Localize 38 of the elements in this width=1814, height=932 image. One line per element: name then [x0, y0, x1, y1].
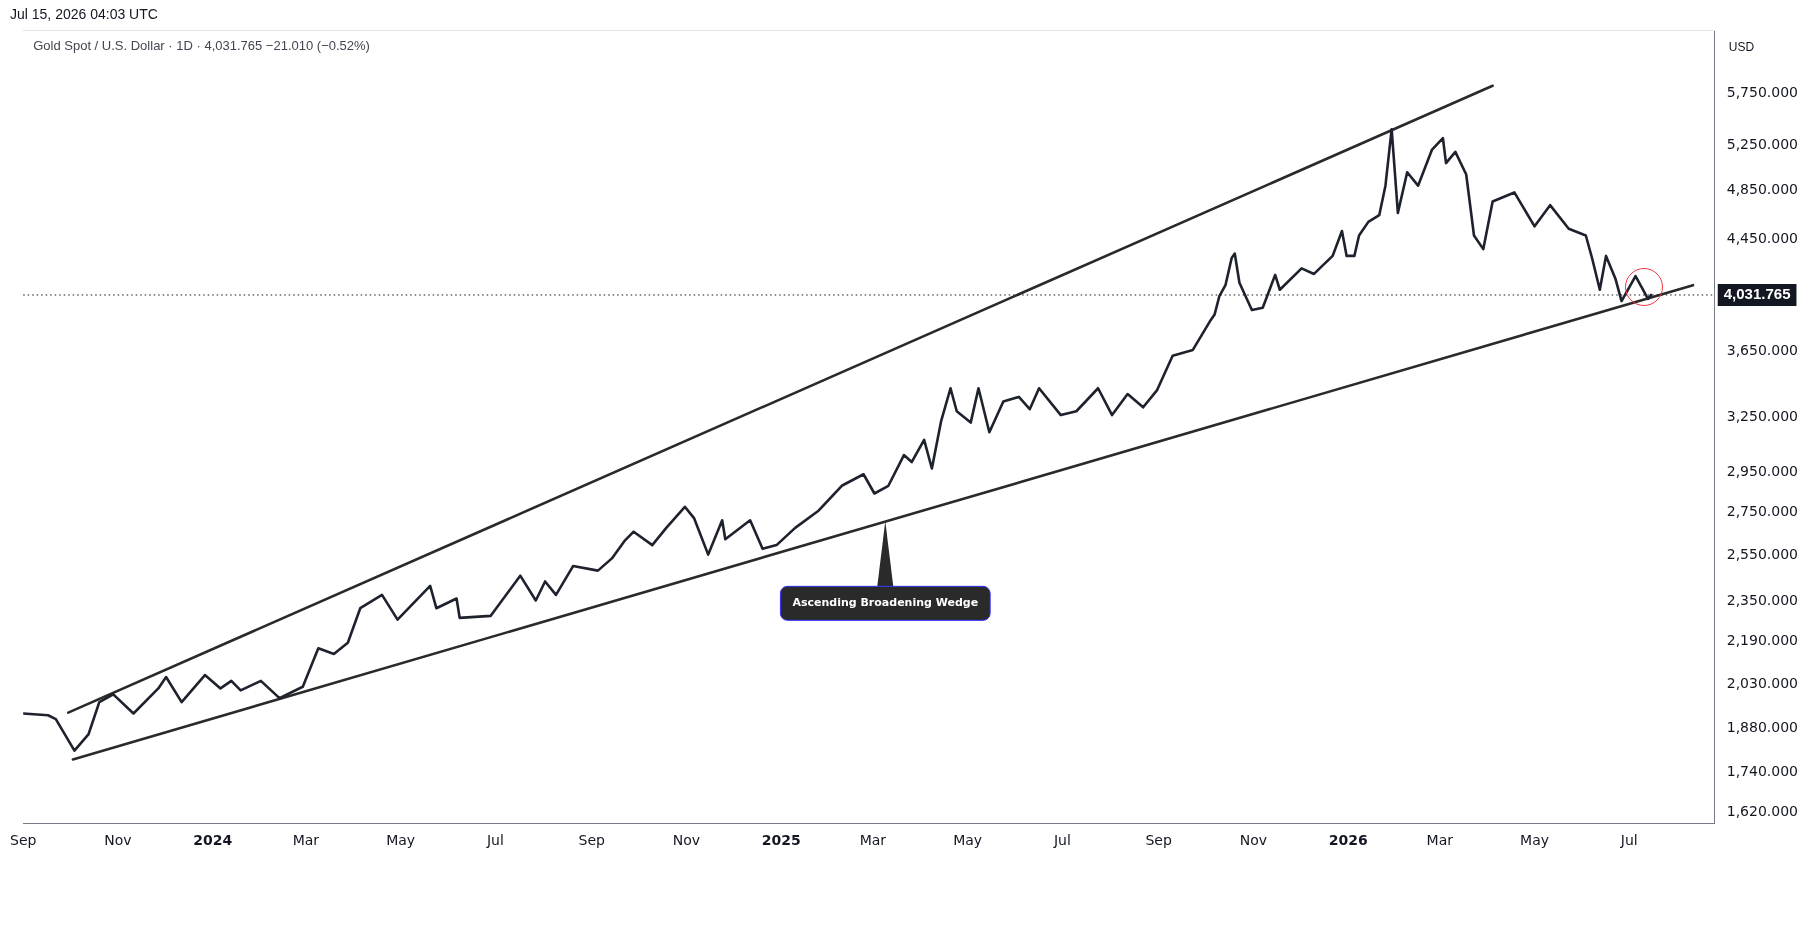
x-tick-label: May — [1520, 832, 1550, 849]
x-tick-label: May — [953, 832, 983, 849]
y-tick-label: 2,950.000 — [1726, 462, 1799, 479]
ref-line-label: 4,031.765 — [1723, 285, 1791, 303]
x-tick-label: Sep — [1145, 832, 1172, 849]
text: Gold Spot / U.S. Dollar · 1D · 4,031.765 −21.010 (−0.52%) — [33, 38, 370, 53]
x-tick-label: 2026 — [1328, 832, 1368, 849]
x-tick-label: May — [386, 832, 416, 849]
y-tick-label: 5,750.000 — [1726, 84, 1799, 101]
y-tick-label: 1,880.000 — [1726, 718, 1799, 735]
y-tick-label: 2,550.000 — [1726, 545, 1799, 562]
x-tick-label: Sep — [578, 832, 606, 849]
x-tick-label: 2024 — [193, 832, 233, 849]
y-tick-label: 4,850.000 — [1726, 180, 1799, 197]
x-tick-label: Sep — [10, 832, 37, 849]
x-tick-label: Mar — [292, 832, 320, 849]
x-tick-label: Mar — [859, 832, 887, 849]
x-tick-label: 2025 — [761, 832, 801, 849]
y-axis-title: USD — [1728, 40, 1755, 54]
annotation: Ascending Broadening Wedge — [792, 596, 979, 610]
y-tick-label: 1,620.000 — [1726, 803, 1799, 820]
text: Jul 15, 2026 04:03 UTC — [10, 6, 158, 22]
x-tick-label: Jul — [1052, 832, 1071, 849]
x-tick-label: Nov — [672, 832, 701, 849]
x-tick-label: Nov — [104, 832, 132, 849]
x-tick-label: Jul — [485, 832, 504, 849]
y-tick-label: 2,190.000 — [1726, 632, 1799, 649]
y-tick-label: 1,740.000 — [1726, 762, 1799, 779]
x-tick-label: Mar — [1426, 832, 1454, 849]
y-tick-label: 5,250.000 — [1726, 135, 1799, 152]
y-tick-label: 2,030.000 — [1726, 675, 1799, 692]
x-tick-label: Nov — [1239, 832, 1268, 849]
x-tick-label: Jul — [1619, 832, 1638, 849]
y-tick-label: 3,650.000 — [1726, 342, 1799, 359]
y-tick-label: 2,750.000 — [1726, 502, 1799, 519]
y-tick-label: 3,250.000 — [1726, 407, 1799, 424]
y-tick-label: 4,450.000 — [1726, 229, 1799, 246]
y-tick-label: 2,350.000 — [1726, 592, 1799, 609]
